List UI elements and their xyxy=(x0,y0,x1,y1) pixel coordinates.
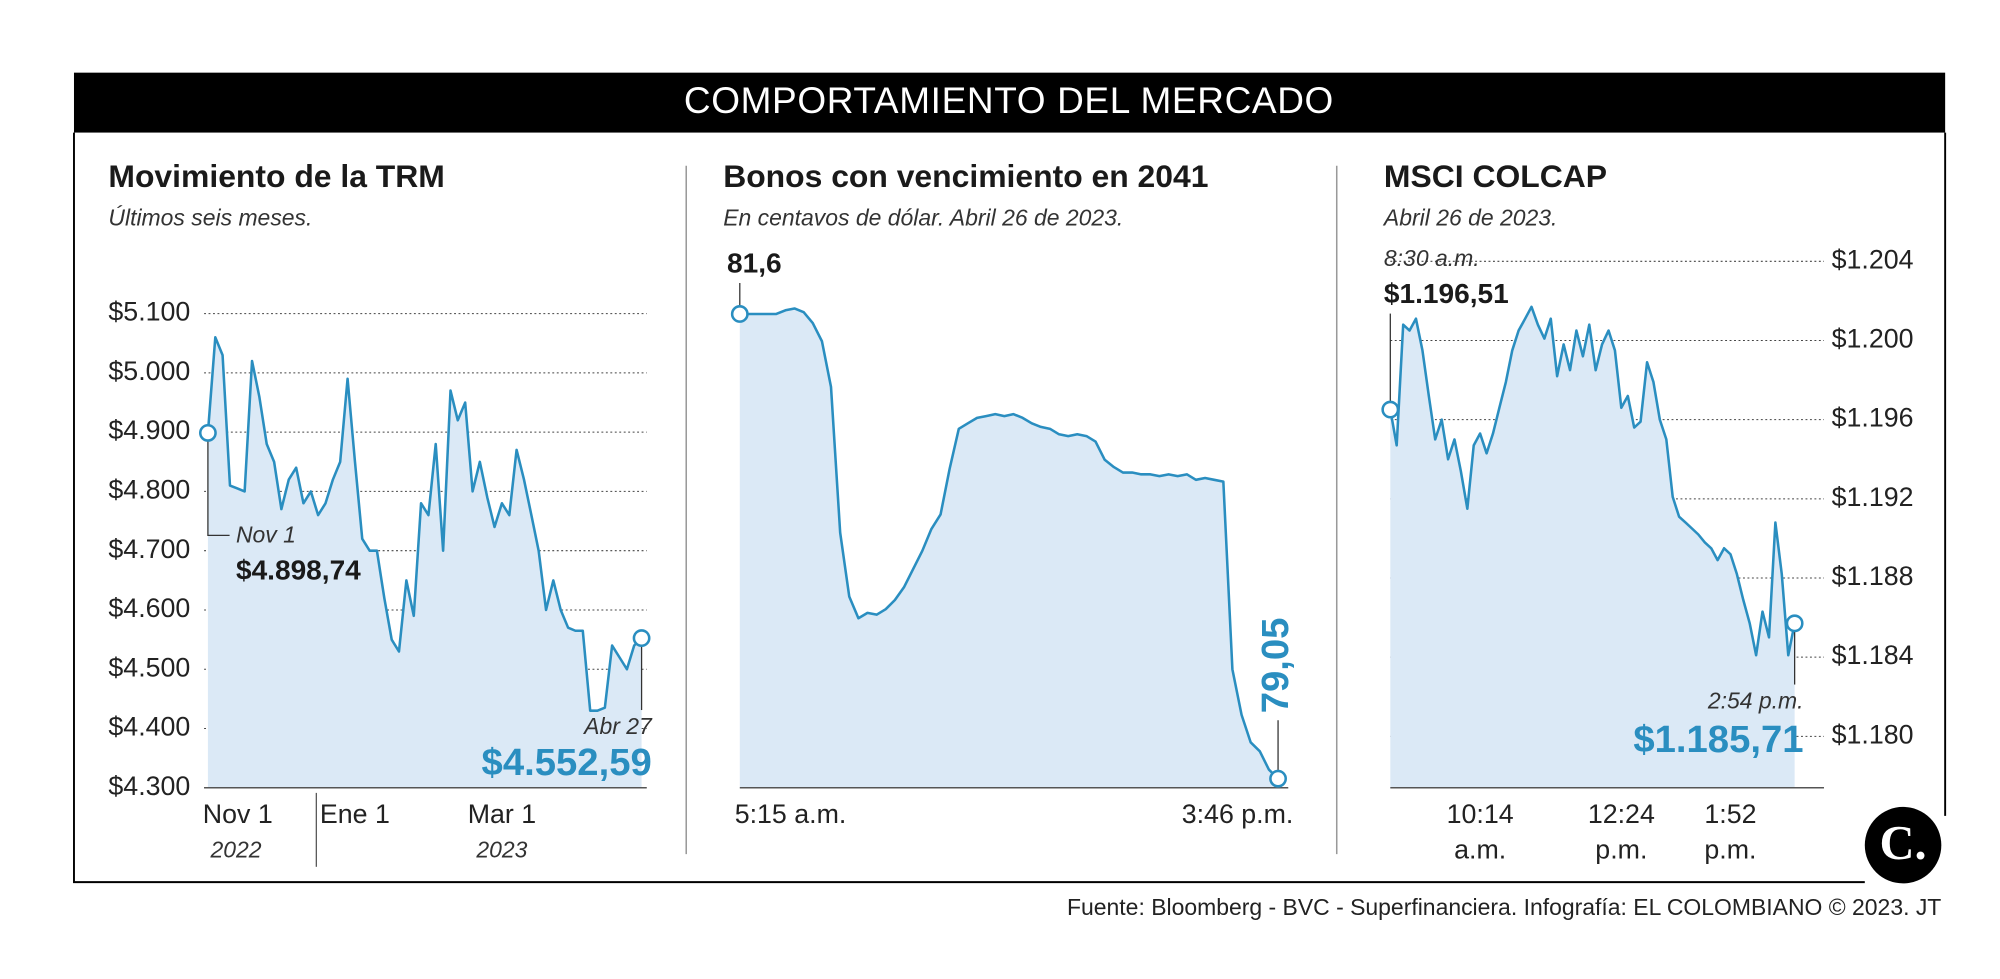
connector xyxy=(207,432,230,537)
x-tick-label: 3:46 p.m. xyxy=(1182,799,1294,829)
logo: C. xyxy=(1880,817,1927,870)
y-tick-label: $1.184 xyxy=(1832,640,1914,670)
start-label: $1.196,51 xyxy=(1384,278,1509,309)
end-marker xyxy=(1269,769,1287,788)
start-label: 81,6 xyxy=(727,248,782,279)
y-tick-label: $4.700 xyxy=(108,534,190,564)
y-tick-label: $1.204 xyxy=(1832,244,1914,274)
y-tick-label: $1.196 xyxy=(1832,403,1914,433)
y-tick-label: $5.000 xyxy=(108,356,190,386)
area xyxy=(739,308,1279,788)
y-tick-label: $4.400 xyxy=(108,712,190,742)
line xyxy=(206,336,643,712)
x-sublabel: p.m. xyxy=(1595,835,1647,865)
x-tick-label: Ene 1 xyxy=(320,799,390,829)
x-sublabel: 2022 xyxy=(209,837,261,863)
chart-title: MSCI COLCAP xyxy=(1384,158,1607,194)
chart-title: Movimiento de la TRM xyxy=(108,158,444,194)
x-sublabel: p.m. xyxy=(1704,835,1756,865)
y-tick-label: $4.800 xyxy=(108,474,190,504)
y-tick-label: $4.600 xyxy=(108,593,190,623)
line xyxy=(1389,305,1796,657)
start-label: $4.898,74 xyxy=(236,555,361,586)
end-label: $1.185,71 xyxy=(1633,718,1803,761)
y-tick-label: $1.200 xyxy=(1832,324,1914,354)
x-sublabel: 2023 xyxy=(475,837,527,863)
x-tick-label: 10:14 xyxy=(1447,799,1514,829)
y-tick-label: $4.900 xyxy=(108,415,190,445)
chart-subtitle: En centavos de dólar. Abril 26 de 2023. xyxy=(723,204,1123,230)
y-tick-label: $4.500 xyxy=(108,652,190,682)
header-title: COMPORTAMIENTO DEL MERCADO xyxy=(684,80,1334,121)
chart-title: Bonos con vencimiento en 2041 xyxy=(723,158,1208,194)
x-tick-label: 1:52 xyxy=(1704,799,1756,829)
start-time: 8:30 a.m. xyxy=(1384,245,1480,271)
frame xyxy=(73,132,1947,884)
x-tick-label: Nov 1 xyxy=(203,799,273,829)
start-marker xyxy=(1381,400,1400,419)
logo-circle xyxy=(1864,806,1942,884)
source-note: Fuente: Bloomberg - BVC - Superfinancier… xyxy=(1067,894,1941,920)
start-marker xyxy=(198,423,217,442)
y-tick-label: $1.180 xyxy=(1832,719,1914,749)
end-marker xyxy=(1785,614,1804,633)
end-label: $4.552,59 xyxy=(482,741,652,784)
x-tick-label: 5:15 a.m. xyxy=(735,799,847,829)
y-tick-label: $5.100 xyxy=(108,297,190,327)
end-label: 79,05 xyxy=(1254,618,1297,714)
header-bar xyxy=(73,72,1946,133)
y-tick-label: $1.188 xyxy=(1832,561,1914,591)
line xyxy=(739,307,1279,780)
start-time: Nov 1 xyxy=(236,522,296,548)
x-tick-label: Mar 1 xyxy=(468,799,536,829)
end-time: 2:54 p.m. xyxy=(1707,687,1804,713)
chart-subtitle: Abril 26 de 2023. xyxy=(1382,204,1557,230)
area xyxy=(1390,306,1795,788)
end-marker xyxy=(632,629,651,647)
end-time: Abr 27 xyxy=(582,713,653,739)
area xyxy=(207,337,642,788)
chart-subtitle: Últimos seis meses. xyxy=(108,204,312,230)
y-tick-label: $4.300 xyxy=(108,771,190,801)
x-sublabel: a.m. xyxy=(1454,835,1506,865)
x-tick-label: 12:24 xyxy=(1588,799,1655,829)
start-marker xyxy=(730,305,749,323)
y-tick-label: $1.192 xyxy=(1832,482,1914,512)
